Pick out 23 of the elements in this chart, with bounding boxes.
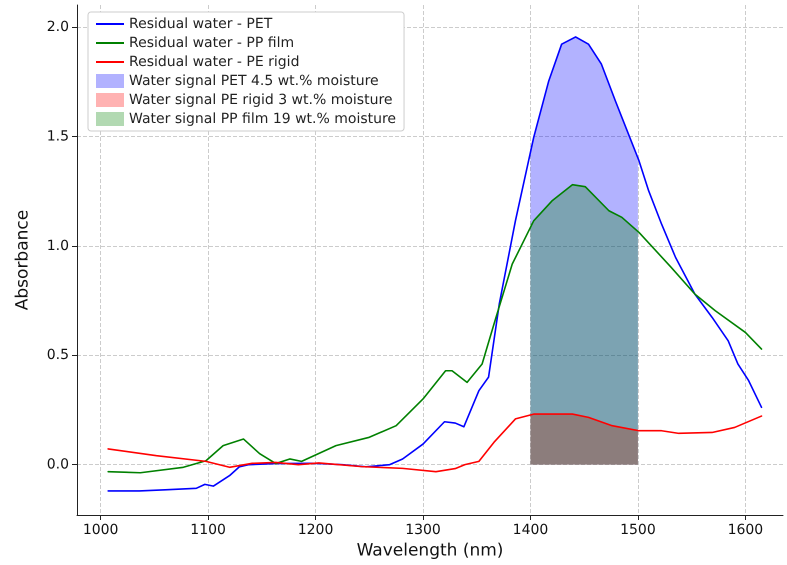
legend-label: Residual water - PE rigid <box>129 54 300 70</box>
y-tick-label: 2.0 <box>46 18 69 35</box>
x-tick-label: 1300 <box>405 522 441 538</box>
y-tick-label: 1.0 <box>46 238 69 254</box>
x-tick-label: 1000 <box>82 522 118 538</box>
x-tick-label: 1400 <box>512 522 548 538</box>
y-tick-label: 0.5 <box>46 347 69 364</box>
x-axis-title: Wavelength (nm) <box>356 540 504 560</box>
y-tick-label: 0.0 <box>46 456 69 473</box>
x-tick-label: 1100 <box>190 522 226 538</box>
line-series <box>107 413 762 472</box>
legend-label: Residual water - PP film <box>129 35 294 51</box>
legend-label: Residual water - PET <box>129 16 273 32</box>
legend-label: Water signal PET 4.5 wt.% moisture <box>129 73 379 89</box>
legend-label: Water signal PP film 19 wt.% moisture <box>129 111 396 127</box>
legend-label: Water signal PE rigid 3 wt.% moisture <box>129 92 393 108</box>
line-series <box>107 36 762 492</box>
x-tick-label: 1200 <box>298 522 334 538</box>
y-axis-title: Absorbance <box>12 210 32 310</box>
y-tick-label: 1.5 <box>46 128 69 144</box>
x-tick-label: 1600 <box>728 522 764 538</box>
line-series <box>107 184 762 474</box>
x-tick-label: 1500 <box>620 522 656 538</box>
